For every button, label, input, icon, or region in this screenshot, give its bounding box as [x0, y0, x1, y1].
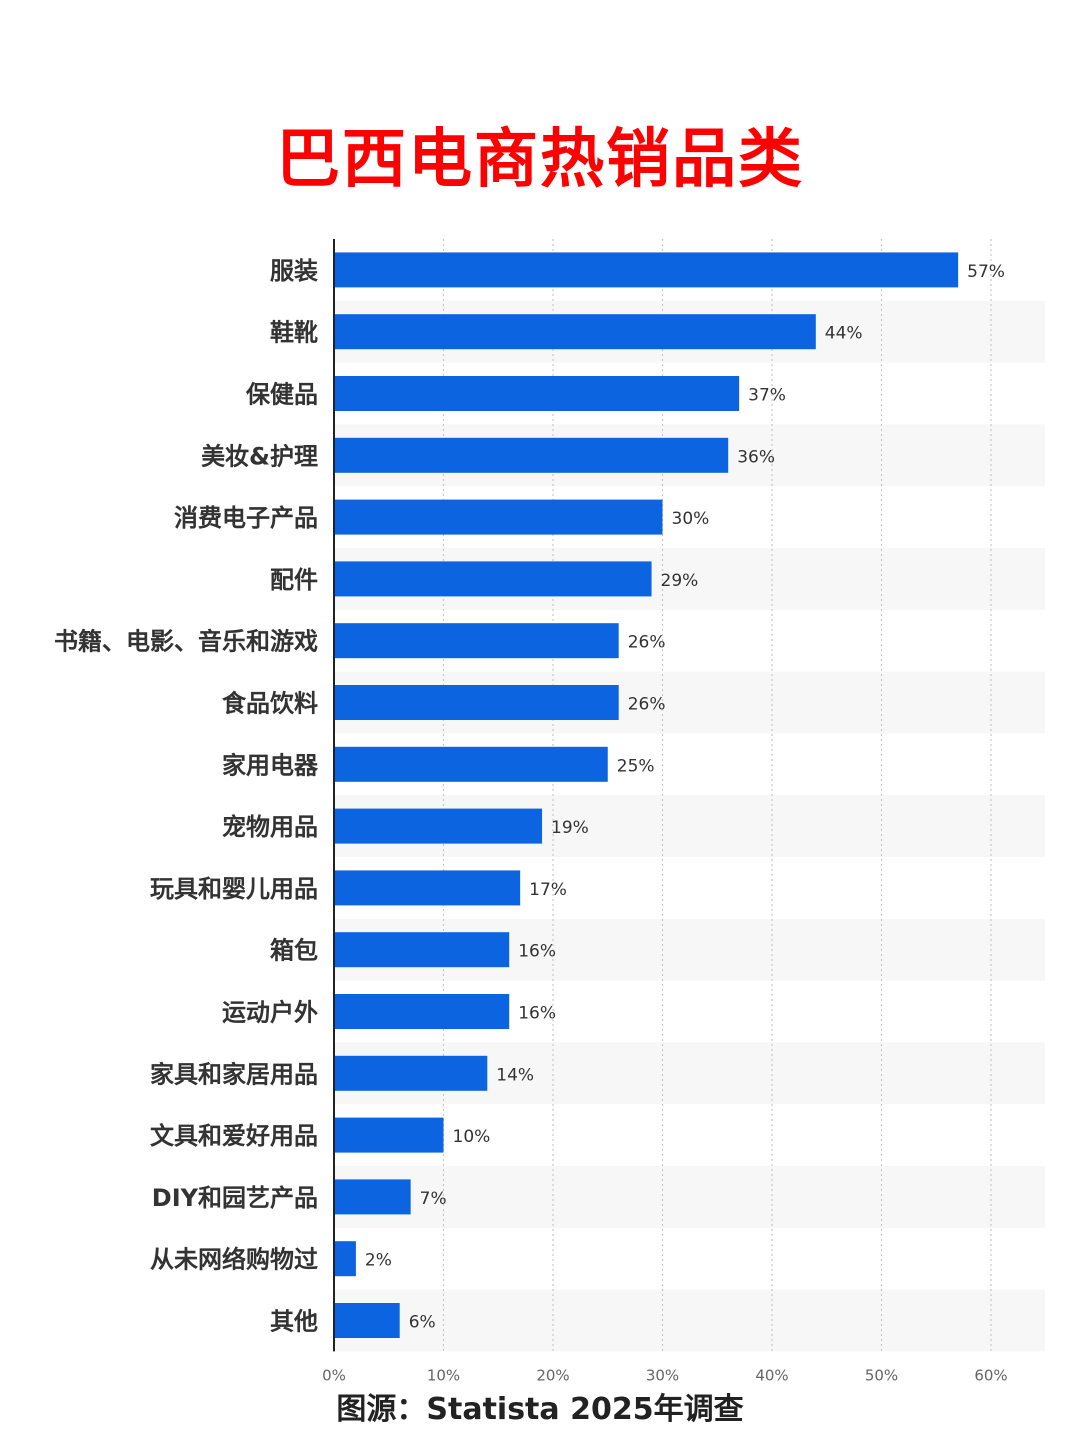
- value-label: 37%: [748, 386, 786, 406]
- bar: [334, 499, 663, 535]
- value-label: 14%: [496, 1065, 534, 1085]
- bar: [334, 561, 652, 597]
- bar: [334, 623, 619, 659]
- category-label: 家用电器: [222, 751, 319, 779]
- value-label: 19%: [551, 818, 589, 838]
- value-label: 25%: [617, 756, 655, 776]
- category-label: 其他: [270, 1308, 318, 1336]
- category-label: DIY和园艺产品: [152, 1184, 318, 1212]
- bar: [334, 314, 816, 350]
- bar: [334, 870, 521, 906]
- bar: [334, 932, 510, 968]
- row-band: [334, 1166, 1045, 1228]
- bar: [334, 1055, 488, 1091]
- category-label: 食品饮料: [222, 690, 318, 718]
- category-label: 服装: [270, 257, 318, 285]
- value-label: 16%: [518, 942, 556, 962]
- value-label: 16%: [518, 1004, 556, 1024]
- category-label: 书籍、电影、音乐和游戏: [54, 628, 318, 656]
- bar: [334, 252, 959, 288]
- category-label: 运动户外: [222, 999, 318, 1027]
- x-tick-label: 30%: [646, 1366, 679, 1384]
- category-label: 从未网络购物过: [150, 1246, 318, 1274]
- bar: [334, 1179, 411, 1215]
- value-label: 30%: [672, 509, 710, 529]
- category-label: 箱包: [270, 937, 318, 965]
- value-label: 10%: [453, 1127, 491, 1147]
- value-label: 26%: [628, 633, 666, 653]
- category-label: 玩具和婴儿用品: [150, 875, 318, 903]
- bar: [334, 808, 543, 844]
- bar: [334, 376, 740, 411]
- row-band: [334, 1289, 1045, 1352]
- bar: [334, 1117, 444, 1153]
- bar: [334, 994, 510, 1029]
- value-label: 7%: [420, 1189, 447, 1209]
- value-label: 2%: [365, 1251, 392, 1271]
- source-caption: 图源：Statista 2025年调查: [336, 1392, 744, 1427]
- category-label: 鞋靴: [270, 319, 318, 347]
- x-tick-label: 60%: [974, 1366, 1007, 1384]
- category-label: 文具和爱好用品: [150, 1122, 318, 1150]
- bar: [334, 746, 608, 782]
- category-label: 家具和家居用品: [150, 1060, 318, 1088]
- category-label: 宠物用品: [222, 813, 318, 841]
- value-label: 36%: [737, 447, 775, 467]
- category-label: 配件: [270, 566, 318, 594]
- value-label: 26%: [628, 695, 666, 715]
- value-label: 29%: [661, 571, 699, 591]
- category-label: 美妆&护理: [201, 442, 318, 470]
- x-tick-label: 40%: [755, 1366, 788, 1384]
- x-tick-label: 10%: [427, 1366, 460, 1384]
- category-label: 消费电子产品: [174, 504, 318, 532]
- bar: [334, 1241, 356, 1277]
- value-label: 6%: [409, 1313, 436, 1333]
- value-label: 57%: [967, 262, 1005, 282]
- bar: [334, 685, 619, 720]
- x-tick-label: 20%: [536, 1366, 569, 1384]
- category-label: 保健品: [245, 381, 318, 409]
- value-label: 17%: [529, 880, 567, 900]
- x-tick-label: 0%: [322, 1366, 346, 1384]
- x-tick-label: 50%: [865, 1366, 898, 1384]
- bar: [334, 1303, 400, 1338]
- chart-title: 巴西电商热销品类: [276, 123, 804, 197]
- bar: [334, 437, 729, 473]
- value-label: 44%: [825, 324, 863, 344]
